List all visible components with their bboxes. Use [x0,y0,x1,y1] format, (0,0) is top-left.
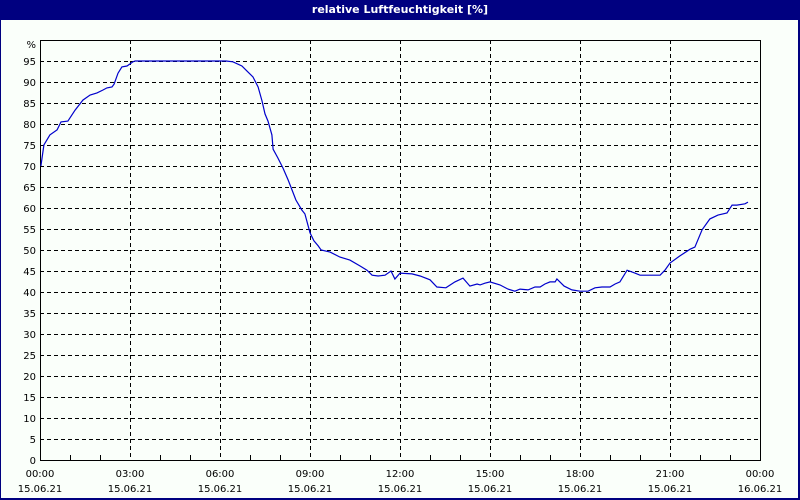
y-tick-label: 35 [23,309,36,320]
humidity-line-chart: 0 5 10 15 20 25 30 35 40 45 50 55 60 65 70 75 80 85 90 95% 0… [18,40,783,495]
x-tick-date: 15.06.21 [648,484,693,495]
y-tick-label: 10 [23,414,36,425]
x-tick-date: 15.06.21 [18,484,63,495]
y-tick-label: 45 [23,267,36,278]
chart-title: relative Luftfeuchtigkeit [%] [0,0,800,20]
humidity-series-line [40,60,749,292]
chart-canvas: 0 5 10 15 20 25 30 35 40 45 50 55 60 65 70 75 80 85 90 95% 0… [1,20,798,498]
x-tick-time: 09:00 [296,469,325,480]
y-tick-label: 25 [23,351,36,362]
x-tick-time: 03:00 [116,469,145,480]
x-tick-date: 15.06.21 [378,484,423,495]
y-tick-label: 40 [23,288,36,299]
y-tick-label: 60 [23,204,36,215]
y-tick-label: 50 [23,246,36,257]
y-tick-label: 85 [23,99,36,110]
y-tick-label: 70 [23,162,36,173]
y-unit-label: % [26,40,36,51]
y-tick-label: 65 [23,183,36,194]
y-tick-label: 5 [30,435,36,446]
y-tick-label: 15 [23,393,36,404]
y-tick-label: 95 [23,57,36,68]
x-tick-date: 16.06.21 [738,484,783,495]
x-tick-time: 00:00 [26,469,55,480]
y-tick-label: 30 [23,330,36,341]
x-tick-date: 15.06.21 [108,484,153,495]
plot-frame [40,40,761,461]
x-tick-time: 00:00 [746,469,775,480]
y-tick-label: 20 [23,372,36,383]
x-tick-time: 12:00 [386,469,415,480]
x-tick-date: 15.06.21 [198,484,243,495]
x-tick-date: 15.06.21 [288,484,333,495]
x-tick-date: 15.06.21 [468,484,513,495]
y-tick-label: 75 [23,141,36,152]
y-tick-label: 80 [23,120,36,131]
x-tick-time: 21:00 [656,469,685,480]
x-tick-date: 15.06.21 [558,484,603,495]
x-tick-time: 15:00 [476,469,505,480]
x-tick-time: 06:00 [206,469,235,480]
y-tick-label: 0 [30,456,36,467]
y-tick-label: 55 [23,225,36,236]
y-tick-label: 90 [23,78,36,89]
x-tick-time: 18:00 [566,469,595,480]
